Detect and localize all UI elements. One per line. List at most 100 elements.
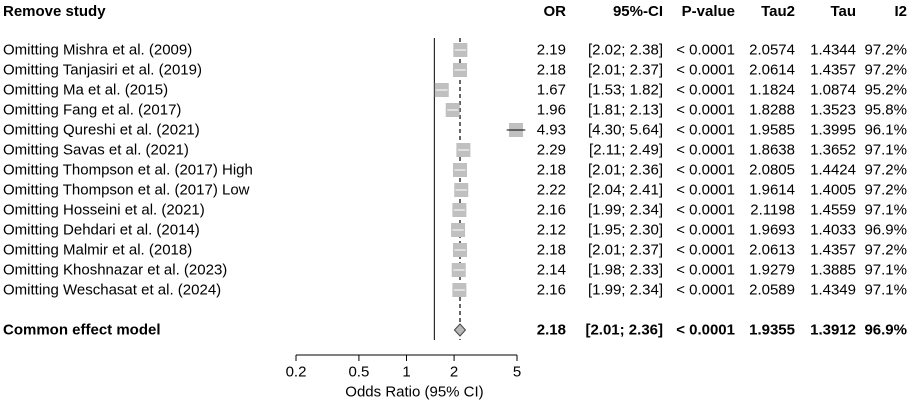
study-row: Omitting Thompson et al. (2017) High 2.18…	[3, 162, 907, 179]
ci-value: [4.30; 5.64]	[588, 122, 663, 139]
tau-value: 1.4559	[810, 202, 856, 219]
study-label: Omitting Thompson et al. (2017) Low	[3, 182, 250, 199]
p-value: < 0.0001	[676, 122, 735, 139]
study-row: Omitting Thompson et al. (2017) Low 2.22 […	[3, 182, 907, 199]
pooled-row: Common effect model 2.18 [2.01; 2.36] < 0.0…	[3, 322, 907, 339]
study-label: Omitting Savas et al. (2021)	[3, 142, 189, 159]
tau-value: 1.4357	[810, 62, 856, 79]
p-value: < 0.0001	[676, 182, 735, 199]
header-row: Remove study OR 95%-CI P-value Tau2 Tau …	[3, 3, 907, 20]
tau2-value: 1.1824	[749, 82, 795, 99]
header-tau2: Tau2	[761, 3, 795, 20]
study-rows: Omitting Mishra et al. (2009) 2.19 [2.02; …	[3, 42, 907, 299]
study-label: Omitting Mishra et al. (2009)	[3, 42, 192, 59]
i2-value: 95.8%	[864, 102, 907, 119]
or-value: 2.12	[537, 222, 566, 239]
or-value: 2.18	[537, 62, 566, 79]
ci-value: [1.99; 2.34]	[588, 282, 663, 299]
ci-value: [1.95; 2.30]	[588, 222, 663, 239]
study-row: Omitting Hosseini et al. (2021) 2.16 [1.99…	[3, 202, 907, 219]
ci-value: [2.01; 2.37]	[588, 242, 663, 259]
pooled-tau2: 1.9355	[749, 322, 795, 339]
x-axis-title: Odds Ratio (95% CI)	[345, 384, 483, 401]
p-value: < 0.0001	[676, 262, 735, 279]
p-value: < 0.0001	[676, 162, 735, 179]
p-value: < 0.0001	[676, 42, 735, 59]
header-p: P-value	[682, 3, 735, 20]
p-value: < 0.0001	[676, 142, 735, 159]
study-label: Omitting Hosseini et al. (2021)	[3, 202, 205, 219]
study-row: Omitting Savas et al. (2021) 2.29 [2.11; 2…	[3, 142, 907, 159]
or-value: 2.29	[537, 142, 566, 159]
study-row: Omitting Tanjasiri et al. (2019) 2.18 [2.0…	[3, 62, 907, 79]
or-value: 2.19	[537, 42, 566, 59]
tau2-value: 2.0589	[749, 282, 795, 299]
study-label: Omitting Malmir et al. (2018)	[3, 242, 192, 259]
study-label: Omitting Ma et al. (2015)	[3, 82, 168, 99]
or-value: 4.93	[537, 122, 566, 139]
ci-value: [2.02; 2.38]	[588, 42, 663, 59]
tau-value: 1.4357	[810, 242, 856, 259]
i2-value: 97.2%	[864, 162, 907, 179]
study-row: Omitting Ma et al. (2015) 1.67 [1.53; 1.82…	[3, 82, 907, 99]
pooled-tau: 1.3912	[810, 322, 856, 339]
pooled-diamond	[453, 323, 467, 337]
p-value: < 0.0001	[676, 242, 735, 259]
pooled-label: Common effect model	[3, 322, 161, 339]
tau2-value: 1.8288	[749, 102, 795, 119]
pooled-or: 2.18	[537, 322, 566, 339]
p-value: < 0.0001	[676, 282, 735, 299]
tau2-value: 1.9279	[749, 262, 795, 279]
study-row: Omitting Qureshi et al. (2021) 4.93 [4.30;…	[3, 122, 907, 139]
header-ci: 95%-CI	[613, 3, 663, 20]
i2-value: 97.1%	[864, 262, 907, 279]
x-tick-label: 2	[450, 364, 458, 381]
x-tick-label: 0.5	[348, 364, 369, 381]
study-label: Omitting Fang et al. (2017)	[3, 102, 181, 119]
or-value: 1.96	[537, 102, 566, 119]
i2-value: 95.2%	[864, 82, 907, 99]
header-or: OR	[544, 3, 567, 20]
i2-value: 96.9%	[864, 222, 907, 239]
tau-value: 1.4344	[810, 42, 856, 59]
tau2-value: 2.1198	[750, 202, 795, 219]
header-tau: Tau	[830, 3, 856, 20]
x-tick-label: 0.2	[286, 364, 307, 381]
study-row: Omitting Mishra et al. (2009) 2.19 [2.02; …	[3, 42, 907, 59]
i2-value: 97.1%	[864, 282, 907, 299]
x-axis: 0.2 0.5 1 2 5 Odds Ratio (95% CI)	[286, 354, 521, 401]
tau-value: 1.4033	[810, 222, 856, 239]
tau-value: 1.3652	[810, 142, 856, 159]
x-tick-label: 1	[402, 364, 410, 381]
tau2-value: 1.8638	[749, 142, 795, 159]
p-value: < 0.0001	[676, 82, 735, 99]
study-row: Omitting Malmir et al. (2018) 2.18 [2.01; …	[3, 242, 907, 259]
tau2-value: 2.0574	[749, 42, 795, 59]
p-value: < 0.0001	[676, 102, 735, 119]
tau2-value: 2.0614	[749, 62, 795, 79]
header-i2: I2	[894, 3, 907, 20]
i2-value: 97.2%	[864, 62, 907, 79]
study-label: Omitting Dehdari et al. (2014)	[3, 222, 200, 239]
study-row: Omitting Weschasat et al. (2024) 2.16 [1.9…	[3, 282, 907, 299]
tau-value: 1.0874	[810, 82, 856, 99]
pooled-ci: [2.01; 2.36]	[585, 322, 663, 339]
p-value: < 0.0001	[676, 222, 735, 239]
or-value: 2.22	[537, 182, 566, 199]
i2-value: 97.2%	[864, 42, 907, 59]
study-label: Omitting Thompson et al. (2017) High	[3, 162, 253, 179]
study-row: Omitting Dehdari et al. (2014) 2.12 [1.95;…	[3, 222, 907, 239]
ci-value: [1.99; 2.34]	[588, 202, 663, 219]
tau-value: 1.4424	[810, 162, 856, 179]
tau2-value: 1.9693	[749, 222, 795, 239]
or-value: 2.14	[537, 262, 566, 279]
study-label: Omitting Khoshnazar et al. (2023)	[3, 262, 227, 279]
tau-value: 1.3885	[810, 262, 856, 279]
pooled-p: < 0.0001	[676, 322, 735, 339]
tau2-value: 2.0613	[749, 242, 795, 259]
tau2-value: 1.9585	[749, 122, 795, 139]
p-value: < 0.0001	[676, 202, 735, 219]
ci-value: [1.53; 1.82]	[588, 82, 663, 99]
i2-value: 96.1%	[864, 122, 907, 139]
tau2-value: 1.9614	[749, 182, 795, 199]
